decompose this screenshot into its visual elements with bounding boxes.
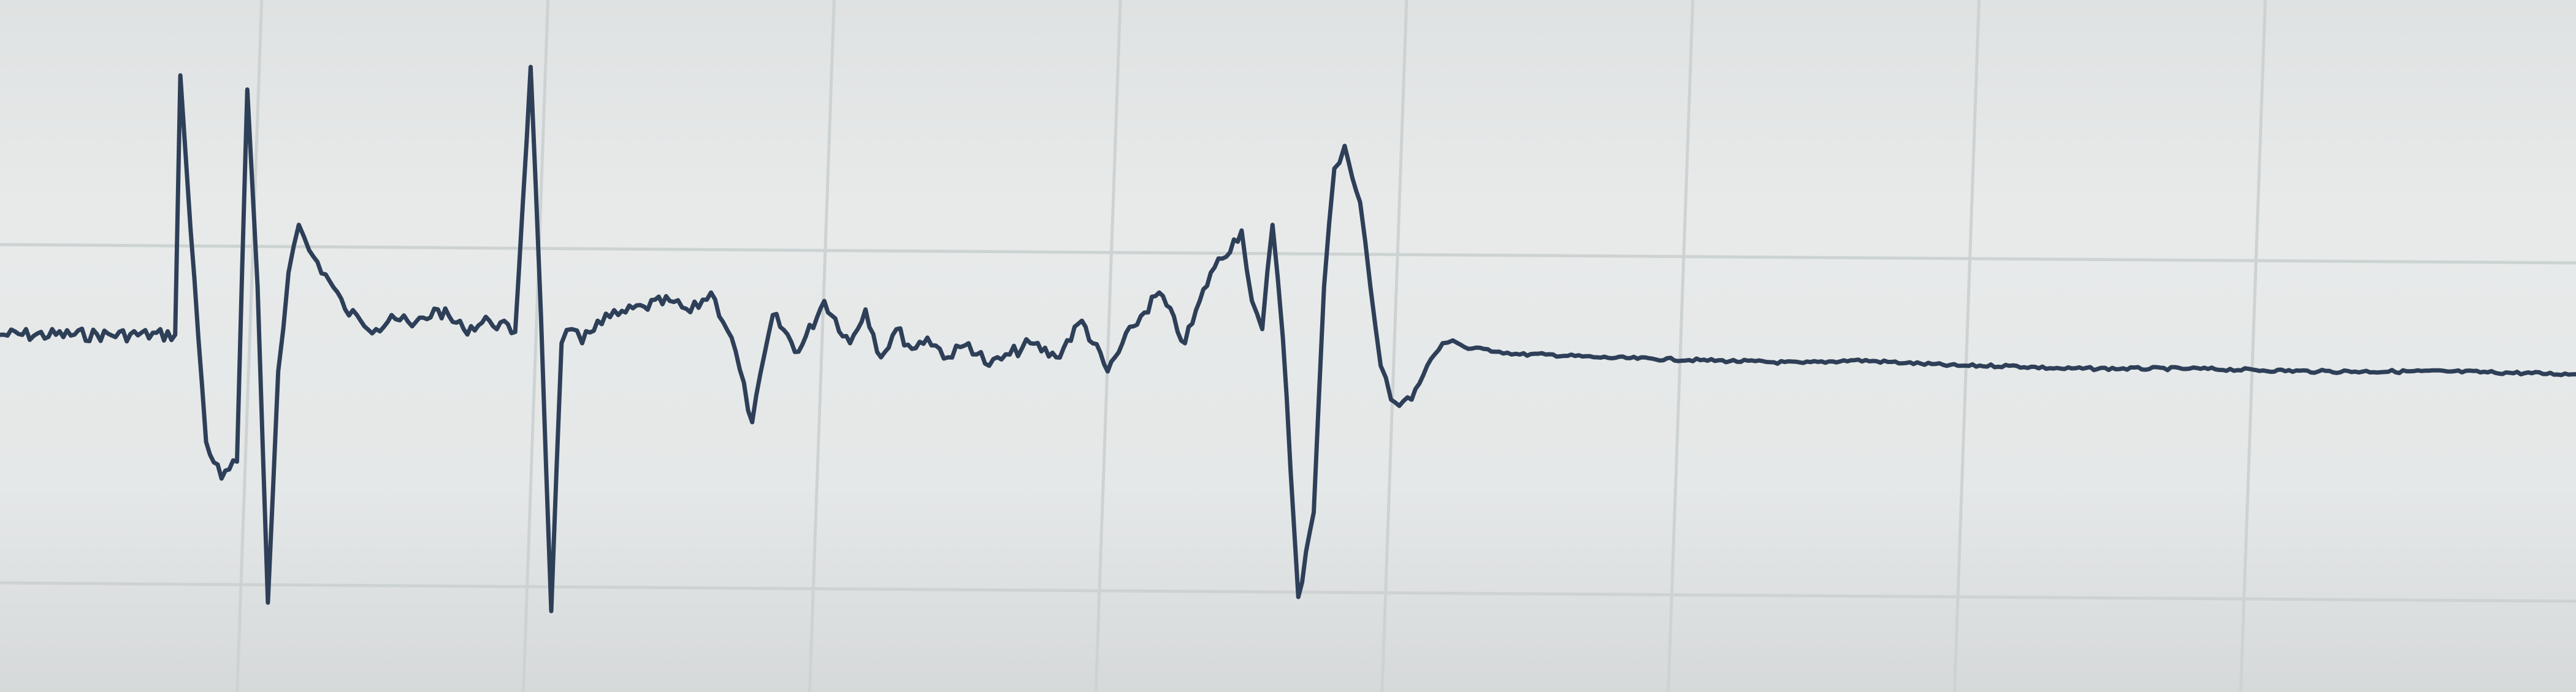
grid-line-vertical xyxy=(1094,0,1122,692)
grid-line-vertical xyxy=(235,0,264,692)
grid-line-vertical xyxy=(1380,0,1408,692)
trace-layer xyxy=(0,64,2576,614)
grid-line-vertical xyxy=(1952,0,1981,692)
grid-line-vertical xyxy=(522,0,550,692)
waveform-trace-0 xyxy=(0,64,2576,614)
grid-line-vertical xyxy=(808,0,836,692)
grid-line-vertical xyxy=(1667,0,1695,692)
grid-line-vertical xyxy=(2239,0,2267,692)
grid-line-horizontal xyxy=(0,581,2576,603)
grid-line-horizontal xyxy=(0,243,2576,265)
